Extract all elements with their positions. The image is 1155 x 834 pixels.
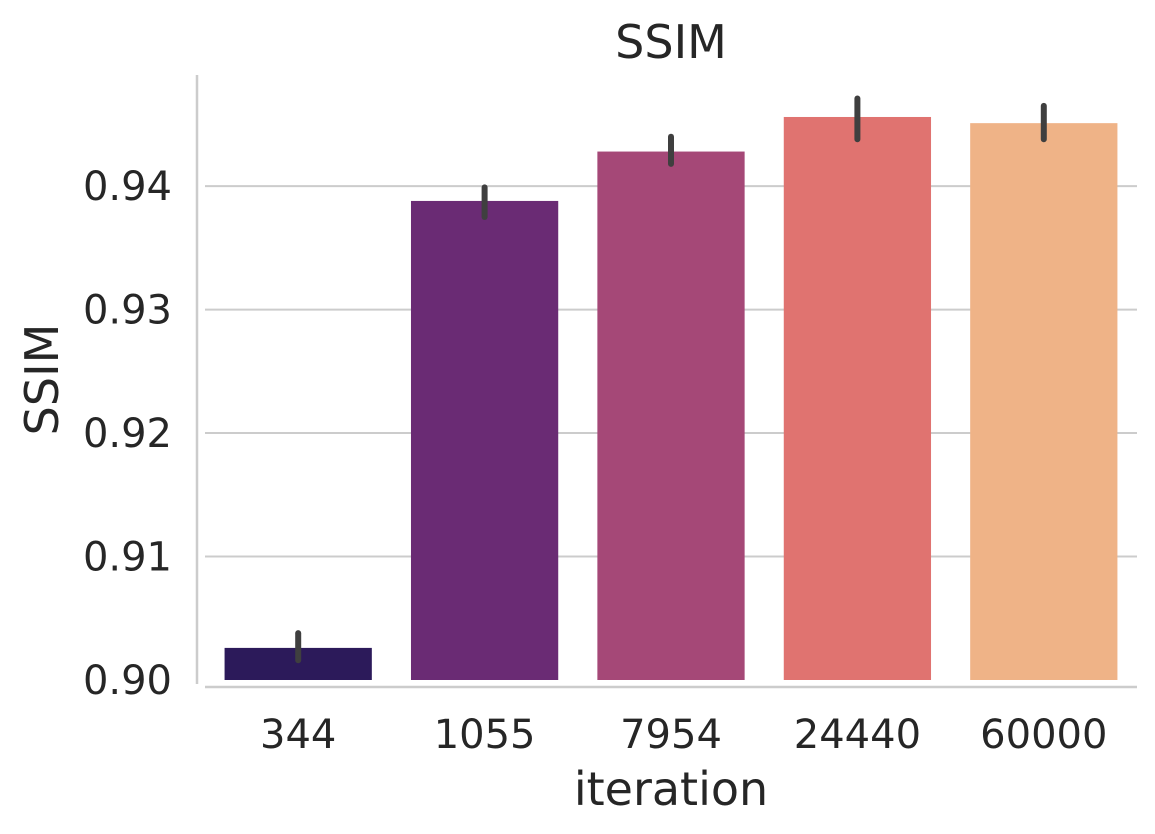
y-tick-labels: 0.90 0.91 0.92 0.93 0.94 [83, 164, 172, 704]
y-tick-label: 0.94 [83, 164, 172, 210]
x-tick-label: 7954 [620, 712, 722, 758]
y-tick-label: 0.90 [83, 658, 172, 704]
y-tick-label: 0.92 [83, 411, 172, 457]
x-axis-label: iteration [574, 762, 768, 816]
chart-title: SSIM [615, 15, 727, 69]
x-tick-label: 60000 [980, 712, 1107, 758]
bars [224, 116, 1118, 680]
y-tick-label: 0.91 [83, 535, 172, 581]
bar-1055 [410, 200, 559, 680]
x-tick-label: 344 [260, 712, 336, 758]
error-bars [295, 95, 1047, 664]
y-tick-label: 0.93 [83, 288, 172, 334]
bar-24440 [783, 116, 932, 680]
bar-7954 [597, 151, 745, 680]
x-tick-label: 24440 [794, 712, 921, 758]
x-tick-label: 1055 [434, 712, 536, 758]
bar-60000 [970, 123, 1118, 680]
y-axis-label: SSIM [15, 324, 69, 436]
x-tick-labels: 344 1055 7954 24440 60000 [260, 712, 1107, 758]
